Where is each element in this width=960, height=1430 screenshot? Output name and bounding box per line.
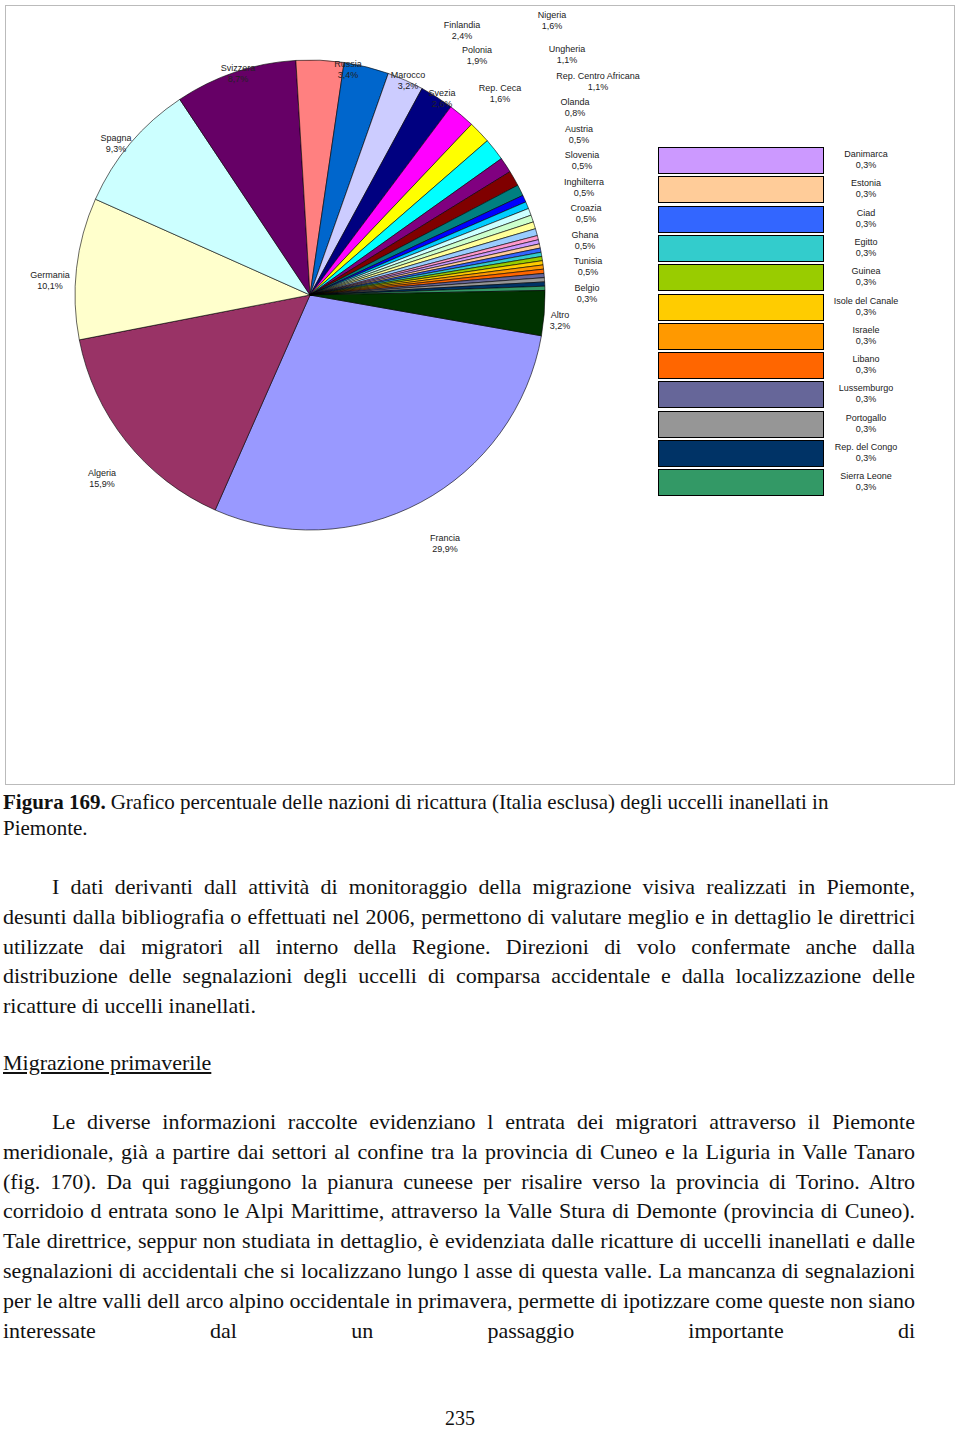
- svg-text:Austria0,5%: Austria0,5%: [565, 124, 593, 145]
- svg-text:Polonia1,9%: Polonia1,9%: [462, 45, 492, 66]
- html-text:Egitto: Egitto: [854, 236, 878, 247]
- html-text:Migrazione primaverile: Migrazione primaverile: [3, 1050, 212, 1075]
- html-text:0,3%: 0,3%: [855, 189, 877, 200]
- svg-text:Rep. Centro Africana1,1%: Rep. Centro Africana1,1%: [556, 71, 640, 92]
- html-text:Ciad: Ciad: [856, 207, 876, 218]
- html-text:Figura 169. Grafico percentual: Figura 169. Grafico percentuale delle na…: [3, 790, 829, 840]
- html-text:Lussemburgo: Lussemburgo: [838, 383, 894, 394]
- svg-text:Spagna9,3%: Spagna9,3%: [100, 133, 131, 154]
- svg-text:Marocco3,2%: Marocco3,2%: [391, 70, 426, 91]
- html-text:I dati derivanti dall attività: I dati derivanti dall attività di monito…: [3, 874, 915, 1019]
- html-text:0,3%: 0,3%: [855, 306, 877, 317]
- html-text:0,3%: 0,3%: [855, 277, 877, 288]
- html-text:Estonia: Estonia: [851, 178, 881, 189]
- svg-text:Ungheria1,1%: Ungheria1,1%: [549, 44, 586, 65]
- html-text:Libano: Libano: [852, 354, 880, 365]
- html-text:Rep. del Congo: Rep. del Congo: [834, 442, 898, 452]
- html-text:0,3%: 0,3%: [855, 394, 877, 405]
- svg-text:Francia29,9%: Francia29,9%: [430, 533, 460, 554]
- html-text:0,3%: 0,3%: [855, 365, 877, 376]
- html-text:0,3%: 0,3%: [855, 482, 877, 493]
- html-text:0,3%: 0,3%: [855, 453, 877, 463]
- svg-text:Ghana0,5%: Ghana0,5%: [571, 230, 598, 251]
- svg-text:Altro3,2%: Altro3,2%: [550, 310, 571, 331]
- svg-text:Algeria15,9%: Algeria15,9%: [88, 468, 116, 489]
- svg-text:Olanda0,8%: Olanda0,8%: [560, 97, 589, 118]
- svg-text:Belgio0,3%: Belgio0,3%: [574, 283, 599, 304]
- html-text:0,3%: 0,3%: [855, 423, 877, 434]
- html-text:Guinea: Guinea: [851, 266, 881, 277]
- svg-text:Rep. Ceca1,6%: Rep. Ceca1,6%: [479, 83, 522, 104]
- html-text:0,3%: 0,3%: [855, 335, 877, 346]
- html-text:Israele: Israele: [852, 324, 880, 335]
- html-text:0,3%: 0,3%: [855, 160, 877, 170]
- svg-text:Finlandia2,4%: Finlandia2,4%: [444, 20, 481, 41]
- svg-text:Tunisia0,5%: Tunisia0,5%: [574, 256, 603, 277]
- svg-text:Svezia2,6%: Svezia2,6%: [428, 88, 455, 109]
- svg-text:Svizzera8,7%: Svizzera8,7%: [221, 63, 256, 84]
- html-text:0,3%: 0,3%: [855, 247, 877, 258]
- html-text:Le diverse informazioni raccol: Le diverse informazioni raccolte evidenz…: [3, 1109, 915, 1343]
- svg-text:Germania10,1%: Germania10,1%: [30, 270, 70, 291]
- html-text:Isole del Canale: Isole del Canale: [833, 295, 899, 306]
- svg-text:Inghilterra0,5%: Inghilterra0,5%: [564, 177, 604, 198]
- svg-text:Nigeria1,6%: Nigeria1,6%: [538, 10, 567, 31]
- html-text:Danimarca: Danimarca: [844, 149, 888, 159]
- html-text:0,3%: 0,3%: [855, 218, 877, 229]
- html-text:Sierra Leone: Sierra Leone: [840, 471, 892, 482]
- html-text:Portogallo: Portogallo: [845, 412, 887, 423]
- svg-text:Croazia0,5%: Croazia0,5%: [570, 203, 601, 224]
- svg-text:Russia3,4%: Russia3,4%: [334, 59, 362, 80]
- html-text:235: 235: [445, 1407, 475, 1429]
- svg-text:Slovenia0,5%: Slovenia0,5%: [565, 150, 600, 171]
